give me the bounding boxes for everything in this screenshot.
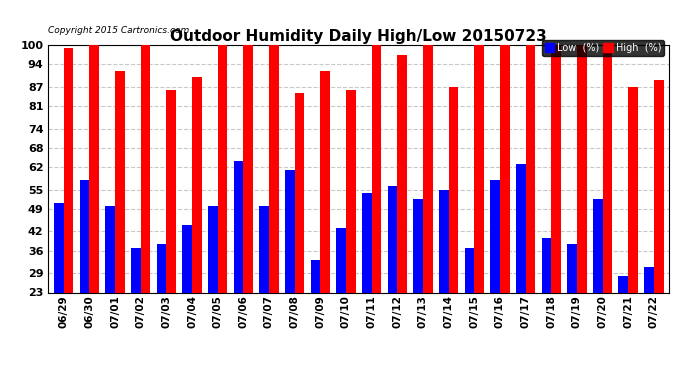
Bar <box>464 248 474 292</box>
Bar <box>644 267 654 292</box>
Bar <box>141 45 150 292</box>
Bar <box>269 45 279 292</box>
Bar <box>63 48 73 292</box>
Bar <box>362 193 372 292</box>
Bar <box>131 248 141 292</box>
Bar <box>413 199 423 292</box>
Bar <box>448 87 458 292</box>
Bar <box>423 45 433 292</box>
Title: Outdoor Humidity Daily High/Low 20150723: Outdoor Humidity Daily High/Low 20150723 <box>170 29 547 44</box>
Bar <box>516 164 526 292</box>
Bar <box>500 45 510 292</box>
Bar <box>593 199 602 292</box>
Bar <box>602 45 612 292</box>
Bar <box>388 186 397 292</box>
Bar <box>336 228 346 292</box>
Bar <box>182 225 192 292</box>
Bar <box>654 80 664 292</box>
Bar <box>285 170 295 292</box>
Text: Copyright 2015 Cartronics.com: Copyright 2015 Cartronics.com <box>48 26 190 35</box>
Legend: Low  (%), High  (%): Low (%), High (%) <box>542 40 664 56</box>
Bar <box>526 45 535 292</box>
Bar <box>295 93 304 292</box>
Bar <box>346 90 356 292</box>
Bar <box>567 244 577 292</box>
Bar <box>192 77 201 292</box>
Bar <box>577 45 586 292</box>
Bar <box>259 206 269 292</box>
Bar <box>157 244 166 292</box>
Bar <box>474 45 484 292</box>
Bar <box>217 45 228 292</box>
Bar <box>628 87 638 292</box>
Bar <box>208 206 217 292</box>
Bar <box>106 206 115 292</box>
Bar <box>551 45 561 292</box>
Bar <box>542 238 551 292</box>
Bar <box>320 71 330 292</box>
Bar <box>372 45 382 292</box>
Bar <box>90 45 99 292</box>
Bar <box>397 55 407 292</box>
Bar <box>618 276 628 292</box>
Bar <box>115 71 125 292</box>
Bar <box>79 180 90 292</box>
Bar <box>490 180 500 292</box>
Bar <box>244 45 253 292</box>
Bar <box>54 202 63 292</box>
Bar <box>439 190 449 292</box>
Bar <box>234 161 244 292</box>
Bar <box>166 90 176 292</box>
Bar <box>310 260 320 292</box>
